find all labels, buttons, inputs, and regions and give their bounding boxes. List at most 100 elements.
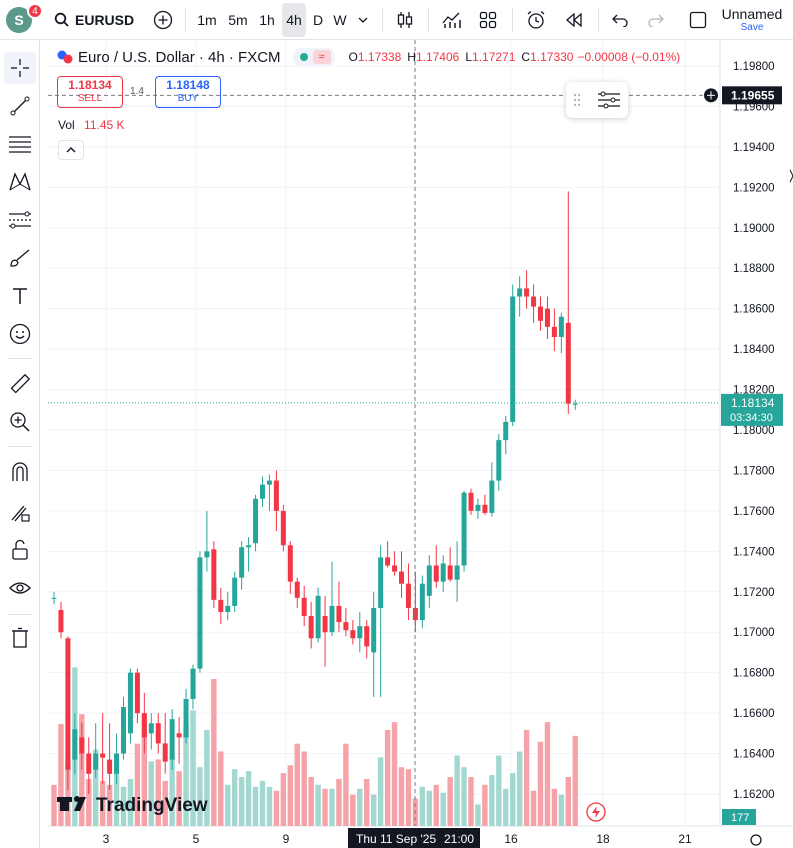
volume-bar [287, 765, 293, 826]
lock-all-tool[interactable] [4, 534, 36, 566]
gear-icon[interactable] [750, 834, 762, 846]
candle-body [461, 492, 467, 566]
sell-button[interactable]: 1.18134 SELL [57, 76, 123, 108]
pattern-tool[interactable] [4, 166, 36, 198]
volume-bar [461, 767, 467, 826]
layout-select-button[interactable] [684, 0, 712, 40]
candle-body [517, 288, 523, 297]
market-status[interactable]: ≈ [292, 48, 335, 66]
open-label: O [348, 50, 358, 64]
volume-bar [516, 751, 523, 826]
volume-bar [440, 792, 446, 826]
candle-body [558, 316, 564, 337]
replay-button[interactable] [560, 0, 588, 40]
price-tick-label: 1.19800 [733, 61, 775, 73]
volume-legend[interactable]: Vol 11.45 K [58, 118, 125, 132]
volume-bar [489, 775, 495, 826]
interval-5m[interactable]: 5m [228, 12, 248, 28]
candle-body [531, 296, 537, 307]
candle-body [551, 326, 557, 337]
price-tick-label: 1.19000 [733, 223, 775, 235]
interval-1m[interactable]: 1m [197, 12, 217, 28]
volume-bar [350, 794, 356, 826]
candle-body [169, 719, 175, 760]
hide-drawings-tool[interactable] [4, 572, 36, 604]
redo-button[interactable] [642, 0, 670, 40]
text-tool[interactable] [4, 280, 36, 312]
candle-body [496, 440, 502, 481]
brush-tool[interactable] [4, 242, 36, 274]
layout-name-save[interactable]: Unnamed Save [716, 6, 788, 34]
candle-body [392, 565, 398, 572]
buy-button[interactable]: 1.18148 BUY [155, 76, 221, 108]
pencil-lock-icon [11, 505, 30, 522]
volume-bar [572, 735, 578, 826]
crosshair-price-badge [722, 86, 782, 105]
rewind-icon [566, 13, 582, 27]
drag-handle-icon [573, 93, 581, 107]
candle-body [405, 583, 411, 608]
candle-body [65, 638, 71, 770]
volume-bar [357, 788, 363, 826]
volume-bar [134, 743, 141, 826]
interval-d[interactable]: D [312, 12, 324, 28]
candle-body [301, 597, 307, 617]
floating-drawing-panel[interactable] [566, 82, 628, 118]
volume-bar [51, 784, 57, 826]
save-label[interactable]: Save [740, 22, 764, 33]
symbol-title[interactable]: Euro / U.S. Dollar · 4h · FXCM [78, 48, 281, 66]
candle-body [399, 571, 404, 584]
candle-body [107, 759, 113, 774]
interval-1h[interactable]: 1h [259, 12, 275, 28]
volume-bar [468, 777, 474, 826]
candle-body [162, 743, 168, 762]
volume-bar [93, 749, 99, 826]
chevron-up-icon [66, 147, 76, 153]
candle-body [315, 595, 321, 639]
templates-button[interactable] [474, 0, 502, 40]
crosshair-date-label: Thu 11 Sep '25 [356, 832, 436, 846]
volume-bar [86, 778, 92, 826]
magnet-tool[interactable] [4, 456, 36, 488]
horizontal-lines-tool[interactable] [4, 128, 36, 160]
candle-body [280, 510, 286, 546]
volume-bar [99, 780, 106, 826]
volume-bar [127, 778, 134, 826]
interval-w[interactable]: W [333, 12, 347, 28]
indicators-icon [442, 12, 461, 28]
volume-bar [364, 778, 370, 826]
undo-icon [612, 14, 628, 27]
zoom-tool[interactable] [4, 406, 36, 438]
emoji-tool[interactable] [4, 318, 36, 350]
remove-drawings-tool[interactable] [4, 622, 36, 654]
compare-symbol-button[interactable] [150, 0, 176, 40]
trend-line-tool[interactable] [4, 90, 36, 122]
alert-button[interactable] [522, 0, 550, 40]
time-tick-label: 18 [596, 832, 610, 846]
undo-button[interactable] [606, 0, 634, 40]
collapse-legend-button[interactable] [58, 140, 84, 160]
chart-type-button[interactable] [392, 0, 418, 40]
symbol-search-button[interactable]: EURUSD [54, 0, 146, 40]
candle-body [364, 626, 370, 647]
volume-bar [551, 788, 558, 826]
lightning-icon[interactable] [586, 802, 606, 822]
indicators-button[interactable] [438, 0, 466, 40]
candle-body [253, 498, 259, 544]
measure-tool[interactable] [4, 368, 36, 400]
crosshair-tool[interactable] [4, 52, 36, 84]
volume-bar [447, 777, 453, 826]
fib-tool[interactable] [4, 204, 36, 236]
lock-drawings-tool[interactable] [4, 496, 36, 528]
candle-body [482, 504, 488, 513]
interval-dropdown[interactable] [355, 0, 371, 40]
volume-bar [280, 773, 287, 826]
candle-body [378, 557, 384, 608]
interval-4h-active[interactable]: 4h [282, 3, 306, 37]
candle-body [565, 322, 571, 404]
volume-bar [454, 755, 460, 826]
volume-bar [197, 767, 203, 826]
add-alert-circle[interactable] [704, 88, 718, 103]
candle-body [524, 288, 530, 297]
volume-bar [343, 743, 349, 826]
